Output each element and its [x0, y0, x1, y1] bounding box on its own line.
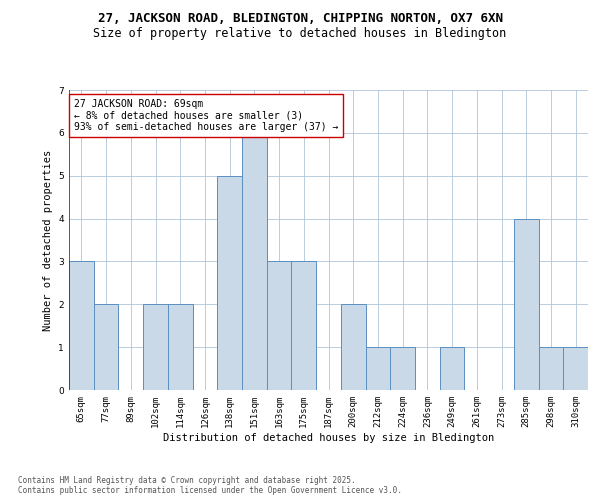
Text: Contains HM Land Registry data © Crown copyright and database right 2025.
Contai: Contains HM Land Registry data © Crown c…	[18, 476, 402, 495]
Bar	[69, 262, 94, 390]
Text: Size of property relative to detached houses in Bledington: Size of property relative to detached ho…	[94, 28, 506, 40]
Bar	[390, 347, 415, 390]
Bar	[365, 347, 390, 390]
Bar	[514, 218, 539, 390]
Bar	[563, 347, 588, 390]
Bar	[292, 262, 316, 390]
Y-axis label: Number of detached properties: Number of detached properties	[43, 150, 53, 330]
Bar	[143, 304, 168, 390]
Text: 27 JACKSON ROAD: 69sqm
← 8% of detached houses are smaller (3)
93% of semi-detac: 27 JACKSON ROAD: 69sqm ← 8% of detached …	[74, 99, 338, 132]
Text: 27, JACKSON ROAD, BLEDINGTON, CHIPPING NORTON, OX7 6XN: 27, JACKSON ROAD, BLEDINGTON, CHIPPING N…	[97, 12, 503, 26]
Bar	[242, 133, 267, 390]
Bar	[341, 304, 365, 390]
Bar	[168, 304, 193, 390]
Bar	[94, 304, 118, 390]
Bar	[440, 347, 464, 390]
Bar	[217, 176, 242, 390]
X-axis label: Distribution of detached houses by size in Bledington: Distribution of detached houses by size …	[163, 432, 494, 442]
Bar	[267, 262, 292, 390]
Bar	[539, 347, 563, 390]
